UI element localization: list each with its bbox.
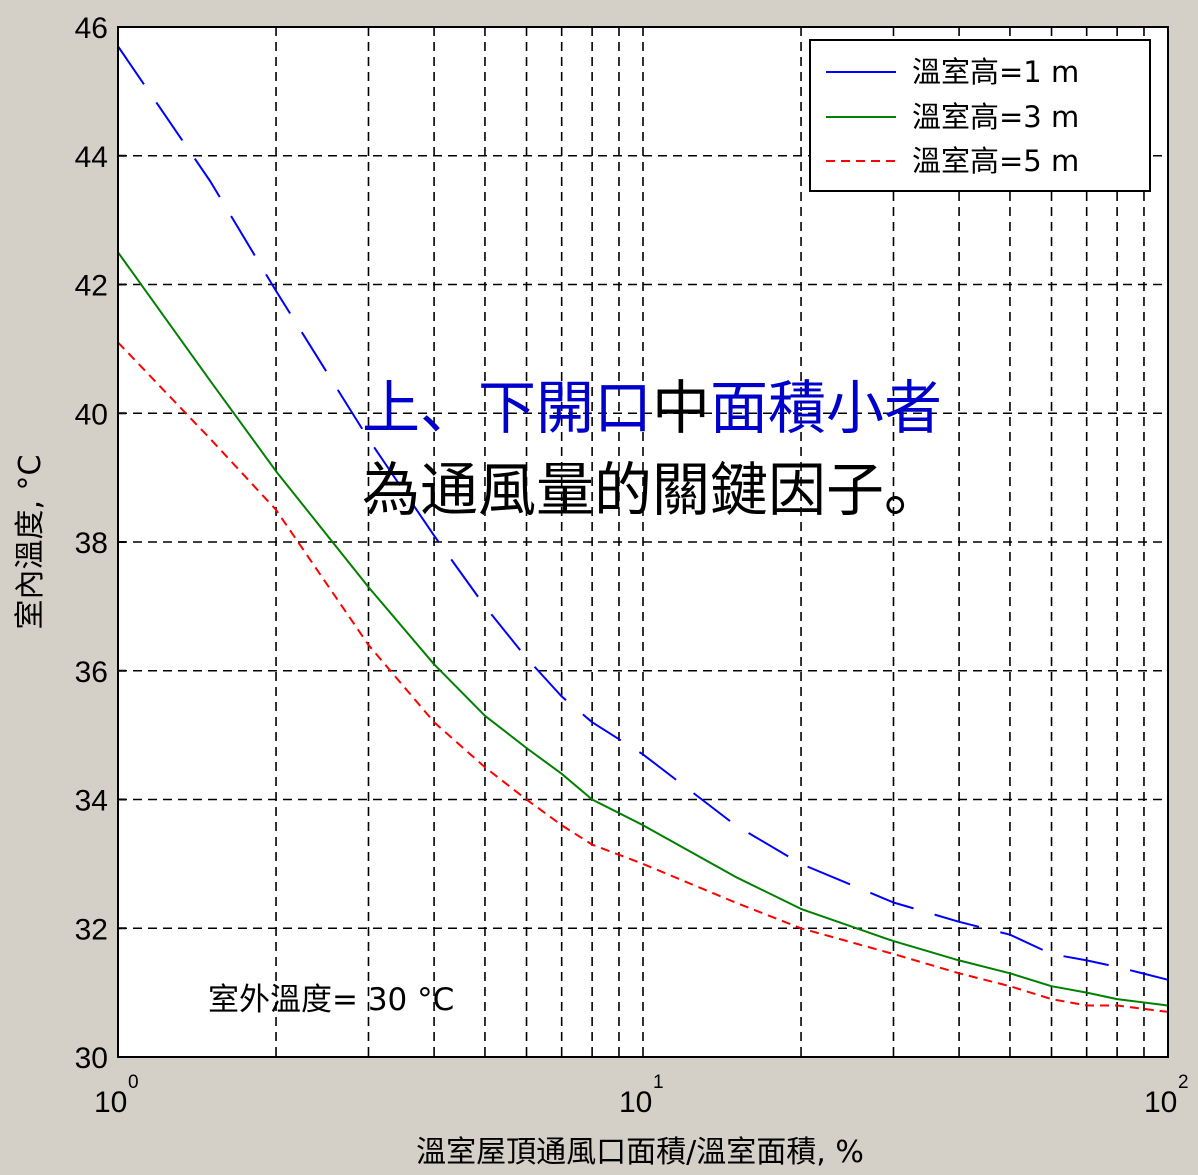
callout-segment-1: 上、下開口 (362, 374, 652, 442)
series-layer (117, 45, 1169, 1013)
x-tick-label: 10 (94, 1086, 127, 1119)
outdoor-temp-annotation: 室外溫度= 30 °C (208, 982, 454, 1018)
y-tick-label: 30 (75, 1042, 108, 1075)
y-tick-label: 40 (75, 398, 108, 431)
callout-segment-2: 中 (652, 374, 710, 442)
legend-label-series-3: 溫室高=5 m (912, 144, 1079, 178)
y-axis-label: 室內溫度, °C (13, 454, 48, 629)
callout-segment-3: 面積小者 (710, 374, 942, 442)
x-axis-label: 溫室屋頂通風口面積/溫室面積, % (416, 1135, 864, 1170)
y-tick-label: 44 (75, 141, 108, 174)
legend: 溫室高=1 m 溫室高=3 m 溫室高=5 m (809, 39, 1151, 192)
x-tick-label: 10 (619, 1086, 652, 1119)
series-line-2 (117, 251, 1169, 1007)
x-tick-exponent: 2 (1178, 1072, 1189, 1093)
callout-line-2: 為通風量的關鍵因子。 (362, 456, 942, 524)
y-tick-label: 42 (75, 270, 108, 303)
y-tick-label: 32 (75, 913, 108, 946)
series-line-1 (117, 45, 1169, 981)
y-tick-label: 36 (75, 656, 108, 689)
callout-line-1: 上、下開口中面積小者 (362, 374, 942, 442)
legend-box (809, 39, 1151, 192)
legend-label-series-2: 溫室高=3 m (912, 100, 1079, 134)
y-tick-label: 46 (75, 12, 108, 45)
x-tick-label: 10 (1144, 1086, 1177, 1119)
y-tick-label: 38 (75, 527, 108, 560)
series-line-3 (117, 341, 1169, 1013)
x-tick-exponent: 0 (128, 1072, 139, 1093)
y-tick-label: 34 (75, 785, 108, 818)
x-tick-exponent: 1 (653, 1072, 664, 1093)
legend-label-series-1: 溫室高=1 m (912, 55, 1079, 89)
